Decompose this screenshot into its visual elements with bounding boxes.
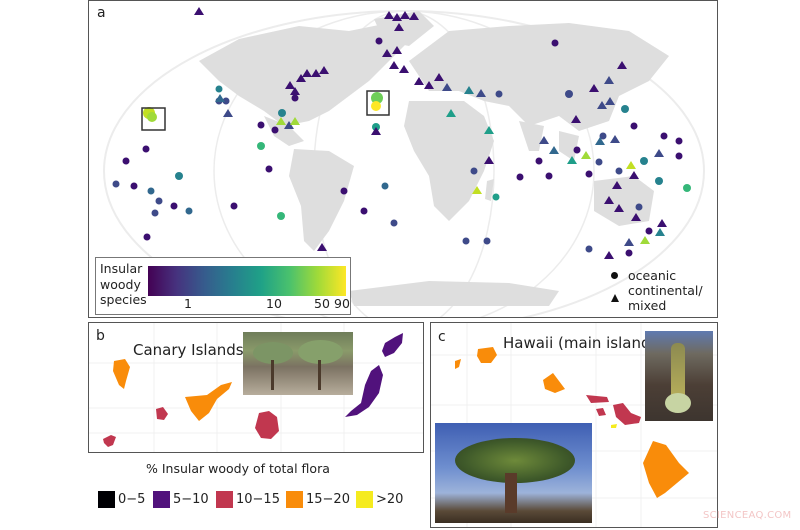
la-palma-island bbox=[113, 359, 130, 389]
silversword-photo bbox=[645, 331, 713, 421]
panel-c-label: c bbox=[438, 329, 446, 345]
canary-islands-title: Canary Islands bbox=[133, 341, 244, 359]
triangle-marker-icon bbox=[611, 294, 619, 302]
lanzarote-island bbox=[382, 333, 403, 357]
panel-a-label: a bbox=[97, 5, 106, 21]
world-map-panel: a Insular woody species 1 10 50 90 ocean… bbox=[88, 0, 718, 318]
mixed-label: mixed bbox=[628, 298, 667, 313]
maui-island bbox=[613, 403, 641, 425]
kauai-island bbox=[477, 347, 497, 363]
swatch-icon bbox=[98, 491, 115, 508]
legend-item-0-5: 0−5 bbox=[98, 491, 145, 508]
world-map bbox=[103, 7, 705, 317]
colorbar-tick: 1 bbox=[184, 296, 192, 311]
molokai-island bbox=[586, 395, 609, 403]
swatch-icon bbox=[216, 491, 233, 508]
niihau-island bbox=[455, 359, 461, 369]
colorbar-tick: 90 bbox=[334, 296, 350, 311]
legend-item-label: 0−5 bbox=[118, 492, 146, 507]
legend-item-15-20: 15−20 bbox=[286, 491, 350, 508]
tree-photo-canary bbox=[243, 332, 353, 395]
island-markers bbox=[112, 37, 691, 257]
legend-item-gt20: >20 bbox=[356, 491, 403, 508]
el-hierro-island bbox=[103, 435, 116, 447]
legend-item-label: >20 bbox=[376, 492, 404, 507]
flora-legend-title: % Insular woody of total flora bbox=[146, 461, 330, 476]
colorbar-title: Insular woody species bbox=[100, 261, 147, 308]
la-gomera-island bbox=[156, 407, 168, 420]
legend-item-10-15: 10−15 bbox=[216, 491, 280, 508]
hawaii-highlight-box bbox=[141, 107, 166, 131]
colorbar-tick: 50 bbox=[314, 296, 330, 311]
circle-marker-icon bbox=[611, 272, 618, 279]
tenerife-island bbox=[185, 382, 232, 421]
kahoolawe-island bbox=[611, 424, 617, 428]
legend-item-label: 15−20 bbox=[306, 492, 350, 507]
canary-islands-panel: b Canary Islands bbox=[88, 322, 424, 453]
colorbar-title-line: species bbox=[100, 292, 147, 307]
viridis-colorbar bbox=[148, 266, 346, 296]
lobelia-tree-photo bbox=[435, 423, 592, 523]
legend-item-label: 10−15 bbox=[236, 492, 280, 507]
continental-label: continental/ bbox=[628, 283, 703, 298]
oahu-island bbox=[543, 373, 565, 393]
swatch-icon bbox=[356, 491, 373, 508]
triangle-markers bbox=[194, 7, 667, 259]
hawaii-panel: c Hawaii (main islands) bbox=[430, 322, 718, 528]
colorbar-title-line: woody bbox=[100, 276, 141, 292]
hawaii-title: Hawaii (main islands) bbox=[503, 334, 665, 352]
legend-item-5-10: 5−10 bbox=[153, 491, 209, 508]
big-island-hawaii bbox=[643, 441, 689, 498]
flora-percentage-legend: % Insular woody of total flora 0−5 5−10 … bbox=[88, 455, 428, 527]
colorbar-tick: 10 bbox=[266, 296, 282, 311]
colorbar-legend: Insular woody species 1 10 50 90 bbox=[95, 257, 351, 315]
colorbar-title-line: Insular bbox=[100, 261, 143, 276]
lanai-island bbox=[596, 408, 606, 416]
legend-item-label: 5−10 bbox=[173, 492, 209, 507]
swatch-icon bbox=[153, 491, 170, 508]
canary-highlight-box bbox=[366, 90, 390, 116]
gran-canaria-island bbox=[255, 411, 279, 439]
oceanic-label: oceanic bbox=[628, 268, 677, 283]
watermark: SCIENCEAQ.COM bbox=[703, 510, 792, 521]
swatch-icon bbox=[286, 491, 303, 508]
marker-legend: oceanic continental/ mixed bbox=[611, 268, 703, 313]
fuerteventura-island bbox=[345, 365, 383, 417]
panel-b-label: b bbox=[96, 328, 105, 344]
